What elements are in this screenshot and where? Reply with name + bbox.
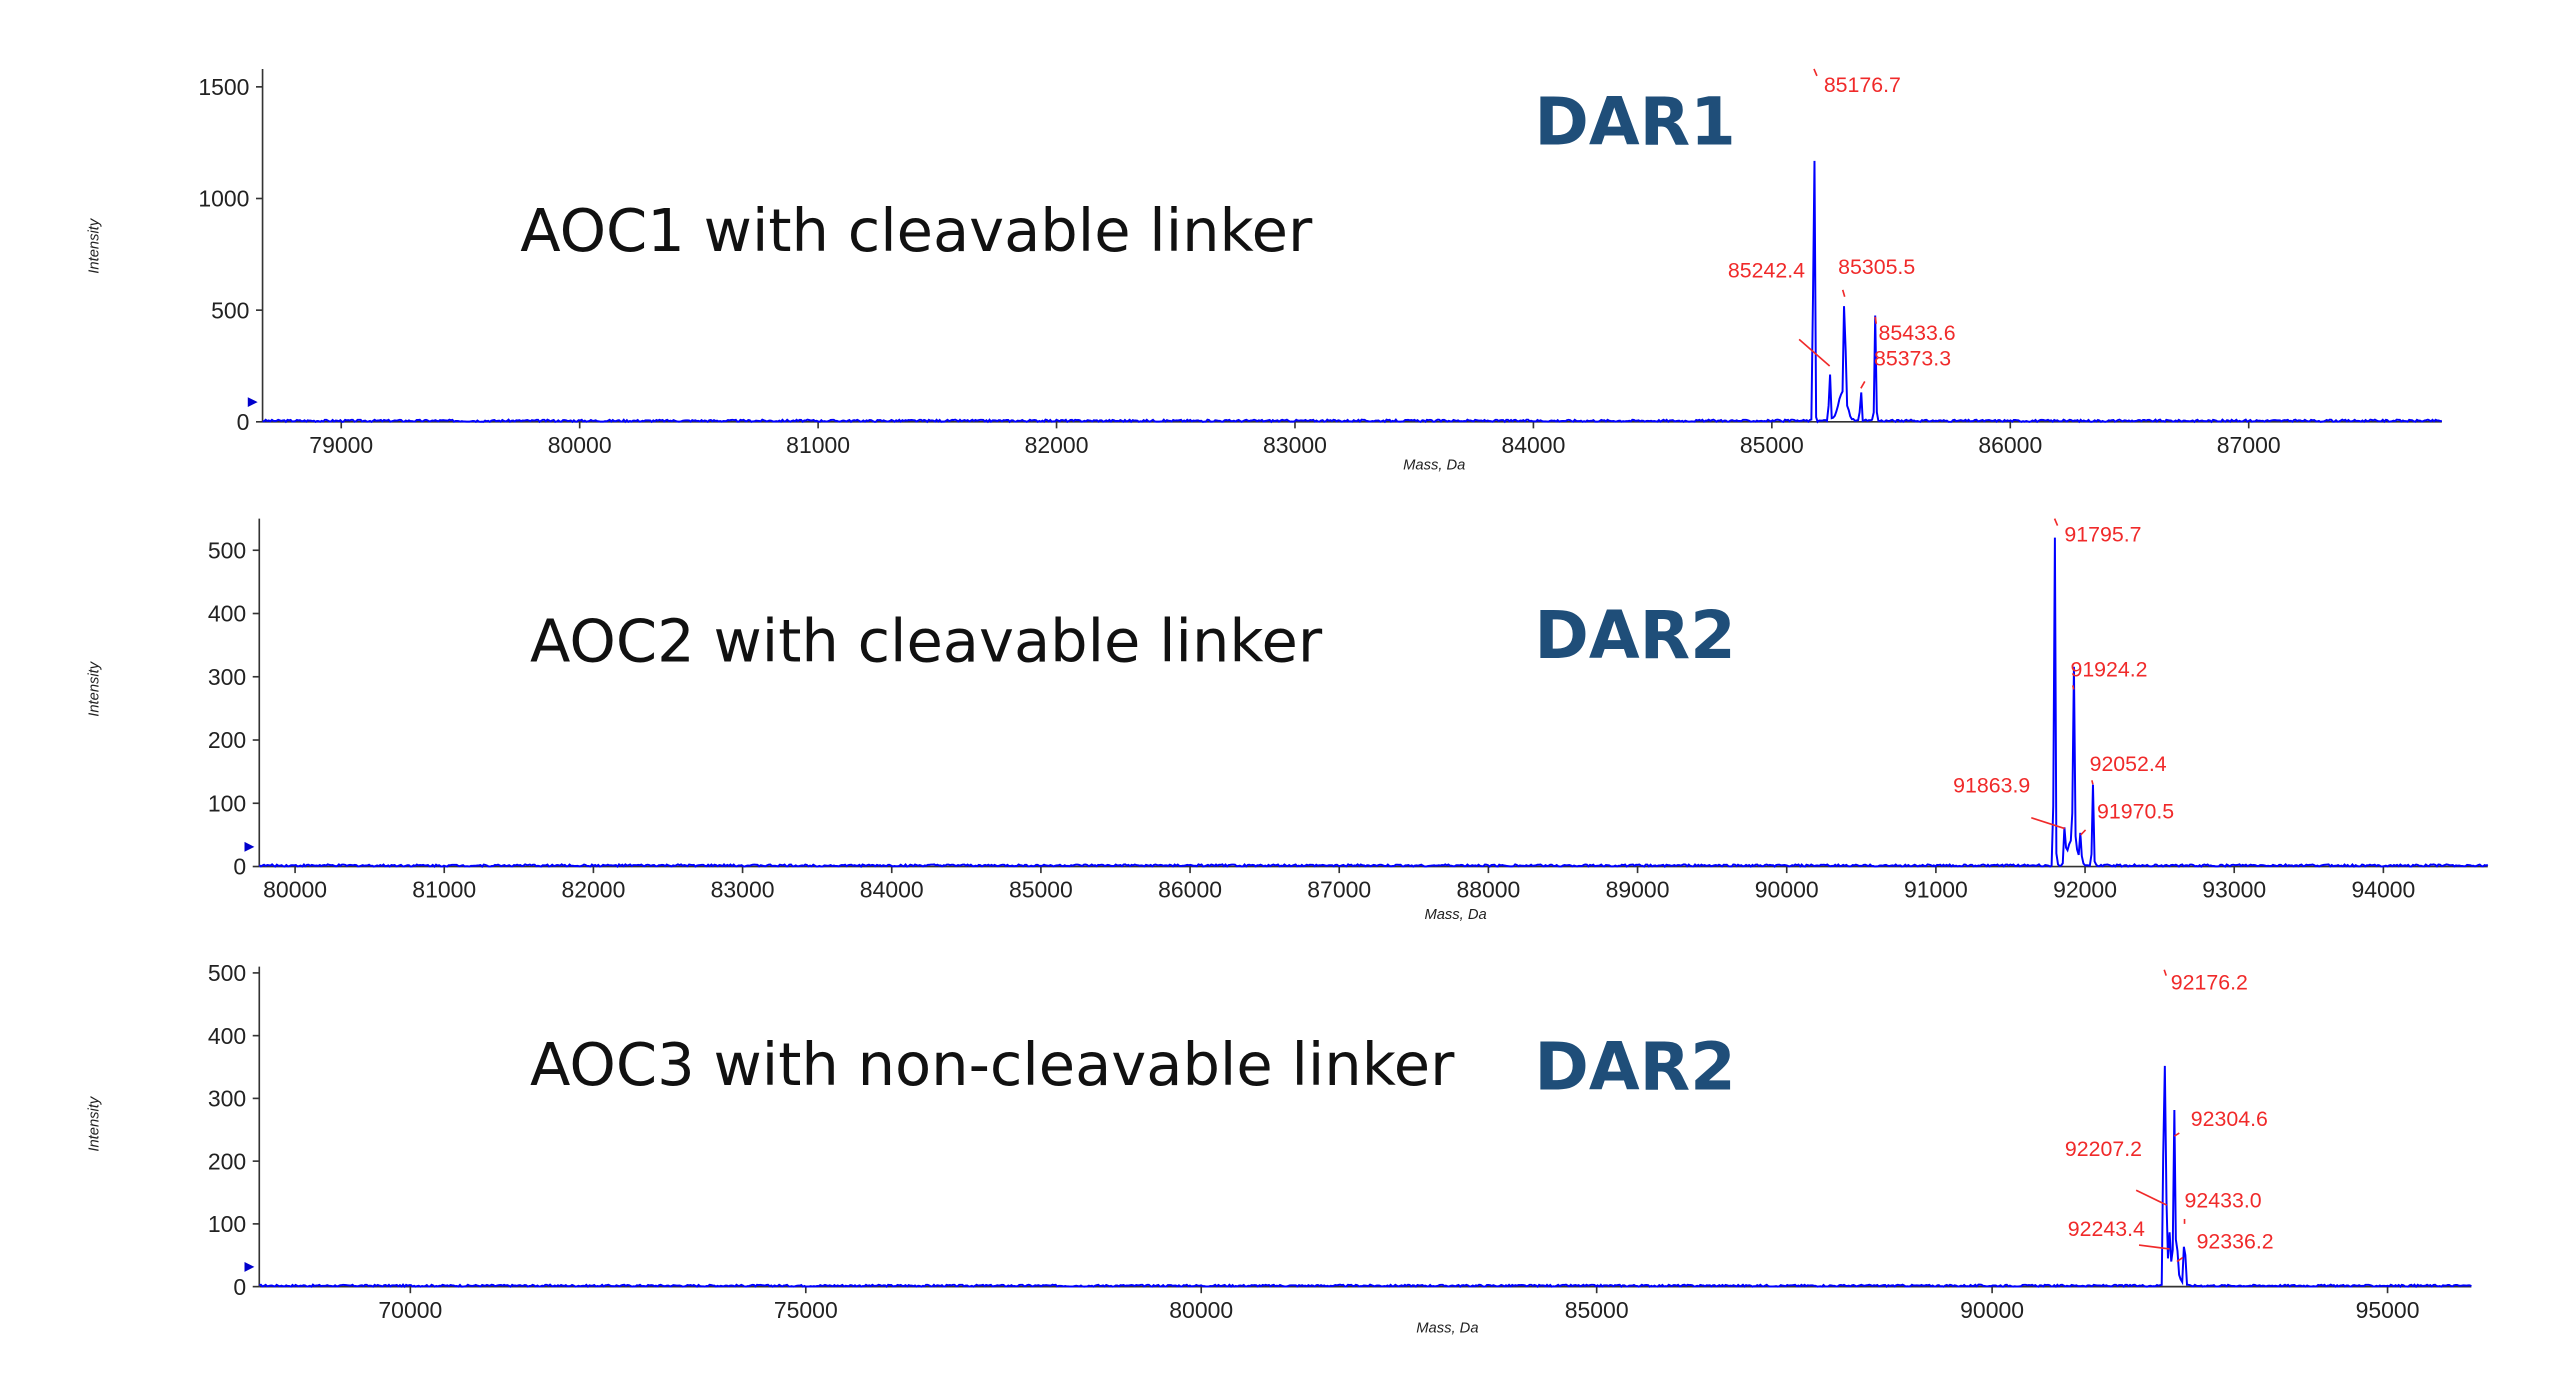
dar-label: DAR2: [1534, 598, 1735, 674]
x-tick-label: 80000: [263, 877, 327, 903]
peak-leader-line: [1813, 68, 1818, 77]
x-tick-label: 95000: [2356, 1297, 2420, 1323]
x-tick-label: 85000: [1565, 1297, 1629, 1323]
peak-leader-line: [2080, 829, 2087, 836]
peak-label: 92433.0: [2185, 1188, 2262, 1212]
x-tick-label: 85000: [1740, 432, 1804, 458]
x-tick-label: 85000: [1009, 877, 1073, 903]
x-tick-label: 92000: [2053, 877, 2117, 903]
y-tick-label: 300: [208, 1086, 246, 1112]
y-axis-label: Intensity: [86, 660, 102, 717]
peak-label: 85305.5: [1838, 255, 1915, 279]
peak-leader-line: [1798, 338, 1831, 367]
y-tick-label: 200: [208, 727, 246, 753]
y-tick-label: 400: [208, 601, 246, 627]
dar-label: DAR1: [1534, 84, 1735, 160]
x-tick-label: 94000: [2351, 877, 2415, 903]
x-tick-label: 93000: [2202, 877, 2266, 903]
sample-title: AOC2 with cleavable linker: [530, 606, 1323, 675]
peak-leader-line: [1841, 289, 1846, 297]
y-tick-label: 1500: [198, 74, 249, 100]
x-tick-label: 83000: [711, 877, 775, 903]
baseline-marker-icon: [247, 397, 258, 408]
peak-label: 85176.7: [1824, 73, 1901, 97]
y-tick-label: 500: [208, 537, 246, 563]
peak-leader-line: [2091, 780, 2094, 785]
x-axis-label: Mass, Da: [1416, 1321, 1478, 1337]
peak-leader-line: [2053, 518, 2059, 526]
y-tick-label: 0: [237, 409, 250, 435]
peak-label: 91795.7: [2064, 523, 2141, 547]
spectrum-panel-1: 0 500 1000 1500 79000 80000 81000 82000 83000 840…: [86, 68, 2443, 473]
y-axis-label: Intensity: [86, 217, 102, 274]
peak-leader-line: [2173, 1132, 2180, 1137]
peak-leader-line: [2163, 969, 2167, 976]
spectrum-panel-2: 0 100 200 300 400 500 80000 81000 82000 83000 8400…: [86, 518, 2489, 923]
sample-title: AOC1 with cleavable linker: [520, 196, 1313, 265]
x-tick-label: 75000: [774, 1297, 838, 1323]
y-tick-label: 400: [208, 1023, 246, 1049]
x-tick-label: 84000: [1501, 432, 1565, 458]
x-tick-label: 90000: [1755, 877, 1819, 903]
peak-label: 92336.2: [2197, 1229, 2274, 1253]
peak-label: 85242.4: [1728, 258, 1805, 282]
x-tick-label: 79000: [309, 432, 373, 458]
y-tick-label: 1000: [198, 186, 249, 212]
x-tick-label: 70000: [378, 1297, 442, 1323]
peak-label: 92243.4: [2068, 1217, 2145, 1241]
y-tick-label: 500: [208, 960, 246, 986]
x-tick-label: 86000: [1158, 877, 1222, 903]
dar-label: DAR2: [1534, 1030, 1735, 1106]
spectrum-line: [258, 537, 2489, 869]
peak-label: 92304.6: [2191, 1107, 2268, 1131]
peak-leader-line: [2071, 685, 2075, 690]
baseline-marker-icon: [244, 1262, 255, 1272]
x-tick-label: 82000: [561, 877, 625, 903]
spectrum-line: [262, 160, 2443, 424]
x-tick-label: 89000: [1606, 877, 1670, 903]
spectrum-line: [259, 1065, 2472, 1289]
peak-label: 92176.2: [2171, 970, 2248, 994]
y-tick-label: 300: [208, 664, 246, 690]
x-tick-label: 90000: [1960, 1297, 2024, 1323]
peak-leader-line: [2176, 1256, 2184, 1263]
x-tick-label: 91000: [1904, 877, 1968, 903]
y-tick-label: 100: [208, 790, 246, 816]
spectrum-panel-3: 0 100 200 300 400 500 70000 75000 80000 85000 9000…: [86, 960, 2472, 1337]
y-tick-label: 0: [233, 1274, 246, 1300]
peak-label: 85433.6: [1879, 321, 1956, 345]
peak-leader-line: [2138, 1244, 2170, 1250]
x-tick-label: 80000: [1169, 1297, 1233, 1323]
x-tick-label: 84000: [860, 877, 924, 903]
peak-label: 92052.4: [2090, 752, 2167, 776]
x-tick-label: 87000: [1307, 877, 1371, 903]
x-tick-label: 83000: [1263, 432, 1327, 458]
peak-leader-line: [2135, 1189, 2168, 1206]
peak-leader-line: [1874, 316, 1878, 324]
peak-label: 91863.9: [1953, 773, 2030, 797]
baseline-marker-icon: [244, 841, 255, 852]
y-tick-label: 100: [208, 1211, 246, 1237]
x-axis-label: Mass, Da: [1403, 457, 1465, 473]
sample-title: AOC3 with non-cleavable linker: [530, 1030, 1455, 1099]
y-tick-label: 500: [211, 297, 249, 323]
peak-label: 85373.3: [1874, 346, 1951, 370]
x-tick-label: 80000: [548, 432, 612, 458]
y-tick-label: 200: [208, 1148, 246, 1174]
x-tick-label: 87000: [2217, 432, 2281, 458]
peak-leader-line: [2031, 816, 2066, 830]
peak-leader-line: [1860, 381, 1866, 389]
x-tick-label: 81000: [412, 877, 476, 903]
peak-label: 92207.2: [2065, 1137, 2142, 1161]
x-tick-label: 88000: [1456, 877, 1520, 903]
peak-label: 91924.2: [2070, 657, 2147, 681]
x-tick-label: 86000: [1978, 432, 2042, 458]
peak-label: 91970.5: [2097, 799, 2174, 823]
y-tick-label: 0: [233, 854, 246, 880]
x-axis-label: Mass, Da: [1424, 907, 1486, 923]
x-tick-label: 82000: [1025, 432, 1089, 458]
y-axis-label: Intensity: [86, 1095, 102, 1152]
x-tick-label: 81000: [786, 432, 850, 458]
